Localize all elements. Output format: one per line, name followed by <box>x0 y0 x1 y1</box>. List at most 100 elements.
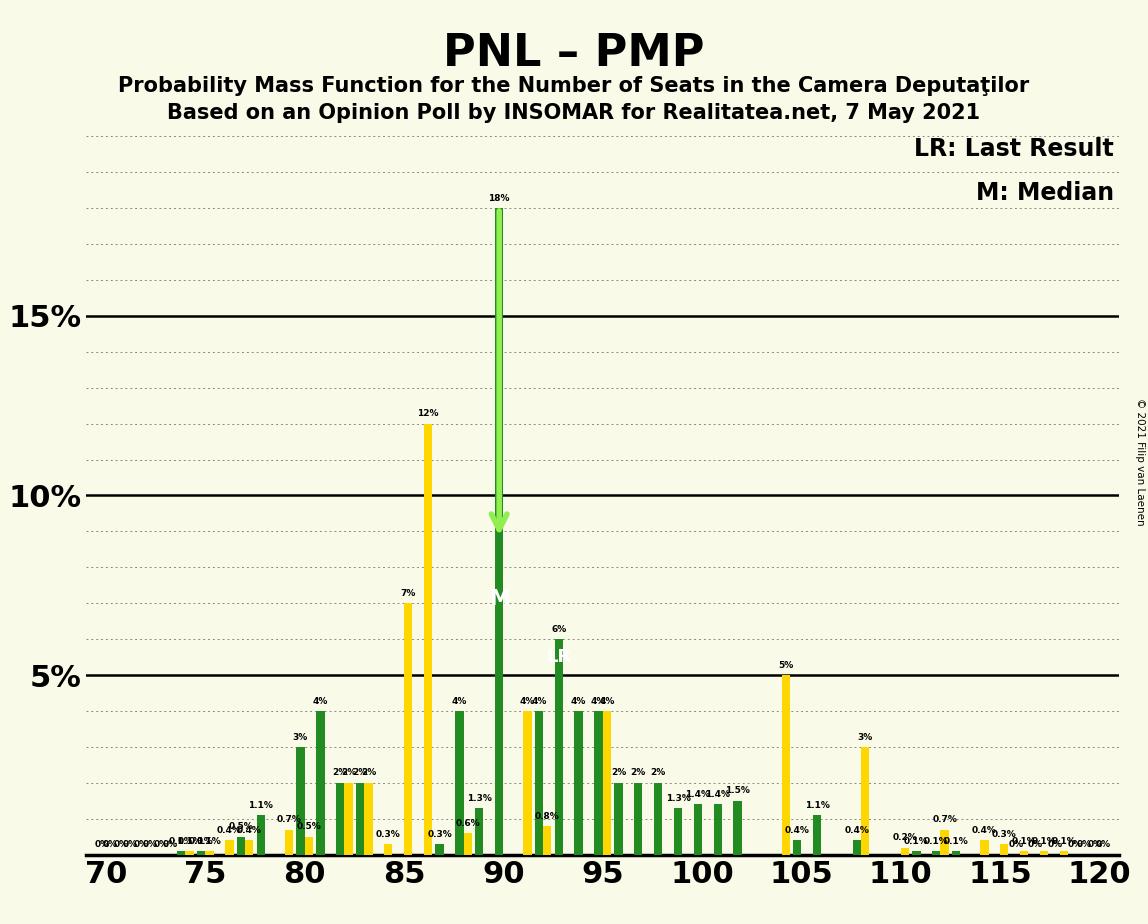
Text: 0.4%: 0.4% <box>236 826 262 835</box>
Text: 0%: 0% <box>134 840 149 849</box>
Text: 12%: 12% <box>418 409 439 419</box>
Text: 0.1%: 0.1% <box>924 837 948 845</box>
Text: M: Median: M: Median <box>976 181 1114 205</box>
Bar <box>793 840 801 855</box>
Bar <box>674 808 682 855</box>
Text: Based on an Opinion Poll by INSOMAR for Realitatea.net, 7 May 2021: Based on an Opinion Poll by INSOMAR for … <box>168 103 980 124</box>
Text: 0.1%: 0.1% <box>1011 837 1037 845</box>
Bar <box>316 711 325 855</box>
Text: 1.1%: 1.1% <box>805 801 830 809</box>
Bar <box>554 639 563 855</box>
Bar <box>285 830 293 855</box>
Text: 0%: 0% <box>162 840 177 849</box>
Text: 1.3%: 1.3% <box>666 794 690 803</box>
Bar <box>256 815 265 855</box>
Text: 0.7%: 0.7% <box>932 815 957 824</box>
Text: 0.1%: 0.1% <box>905 837 929 845</box>
Bar <box>913 851 921 855</box>
Text: 3%: 3% <box>293 733 308 742</box>
Text: 0%: 0% <box>1076 840 1092 849</box>
Bar <box>853 840 861 855</box>
Text: 0%: 0% <box>102 840 118 849</box>
Text: Probability Mass Function for the Number of Seats in the Camera Deputaţilor: Probability Mass Function for the Number… <box>118 76 1030 96</box>
Bar <box>304 837 313 855</box>
Text: 5%: 5% <box>778 661 793 670</box>
Bar <box>1019 851 1029 855</box>
Text: 4%: 4% <box>532 697 546 706</box>
Text: 2%: 2% <box>333 769 348 777</box>
Bar <box>980 840 988 855</box>
Bar <box>595 711 603 855</box>
Text: 0.1%: 0.1% <box>944 837 969 845</box>
Text: 0.7%: 0.7% <box>277 815 302 824</box>
Text: 0.1%: 0.1% <box>177 837 202 845</box>
Bar <box>693 805 703 855</box>
Bar <box>336 783 344 855</box>
Text: 1.4%: 1.4% <box>685 790 711 799</box>
Text: 2%: 2% <box>360 769 377 777</box>
Text: © 2021 Filip van Laenen: © 2021 Filip van Laenen <box>1135 398 1145 526</box>
Text: 18%: 18% <box>488 194 510 202</box>
Text: 0%: 0% <box>154 840 169 849</box>
Text: 0%: 0% <box>114 840 130 849</box>
Text: 0.4%: 0.4% <box>785 826 809 835</box>
Text: 0.3%: 0.3% <box>375 830 401 839</box>
Text: 0%: 0% <box>142 840 157 849</box>
Bar <box>225 840 233 855</box>
Text: 7%: 7% <box>401 589 416 598</box>
Bar <box>236 837 245 855</box>
Bar <box>186 851 194 855</box>
Text: 0.4%: 0.4% <box>972 826 996 835</box>
Bar <box>543 826 551 855</box>
Bar <box>177 851 186 855</box>
Bar <box>634 783 643 855</box>
Text: 4%: 4% <box>520 697 535 706</box>
Bar <box>385 844 393 855</box>
Bar <box>861 747 869 855</box>
Bar <box>364 783 373 855</box>
Text: LR: LR <box>546 648 572 666</box>
Text: 0.1%: 0.1% <box>197 837 222 845</box>
Bar <box>464 833 472 855</box>
Bar <box>940 830 948 855</box>
Bar <box>614 783 622 855</box>
Text: M: M <box>489 589 510 609</box>
Text: 4%: 4% <box>599 697 614 706</box>
Text: 0%: 0% <box>1096 840 1111 849</box>
Bar <box>523 711 532 855</box>
Text: 1.1%: 1.1% <box>248 801 273 809</box>
Text: 0.4%: 0.4% <box>217 826 242 835</box>
Text: 0.1%: 0.1% <box>169 837 194 845</box>
Bar <box>932 851 940 855</box>
Text: 6%: 6% <box>551 625 566 634</box>
Bar <box>952 851 961 855</box>
Bar <box>1000 844 1008 855</box>
Text: 0.3%: 0.3% <box>992 830 1017 839</box>
Text: 0.6%: 0.6% <box>456 819 480 828</box>
Bar <box>475 808 483 855</box>
Text: 4%: 4% <box>312 697 328 706</box>
Text: PNL – PMP: PNL – PMP <box>443 32 705 76</box>
Text: 0%: 0% <box>1029 840 1044 849</box>
Text: 4%: 4% <box>591 697 606 706</box>
Text: 0%: 0% <box>94 840 109 849</box>
Text: 4%: 4% <box>452 697 467 706</box>
Bar <box>296 747 304 855</box>
Text: 4%: 4% <box>571 697 587 706</box>
Text: 0.2%: 0.2% <box>892 833 917 842</box>
Bar <box>424 423 432 855</box>
Bar <box>813 815 821 855</box>
Bar <box>901 847 909 855</box>
Bar <box>456 711 464 855</box>
Text: 0%: 0% <box>1087 840 1103 849</box>
Text: 2%: 2% <box>651 769 666 777</box>
Text: LR: Last Result: LR: Last Result <box>915 137 1114 161</box>
Bar <box>344 783 352 855</box>
Bar <box>782 675 790 855</box>
Text: 0.5%: 0.5% <box>228 822 254 832</box>
Text: 0%: 0% <box>123 840 138 849</box>
Bar <box>245 840 254 855</box>
Text: 2%: 2% <box>611 769 626 777</box>
Bar <box>714 805 722 855</box>
Text: 2%: 2% <box>352 769 367 777</box>
